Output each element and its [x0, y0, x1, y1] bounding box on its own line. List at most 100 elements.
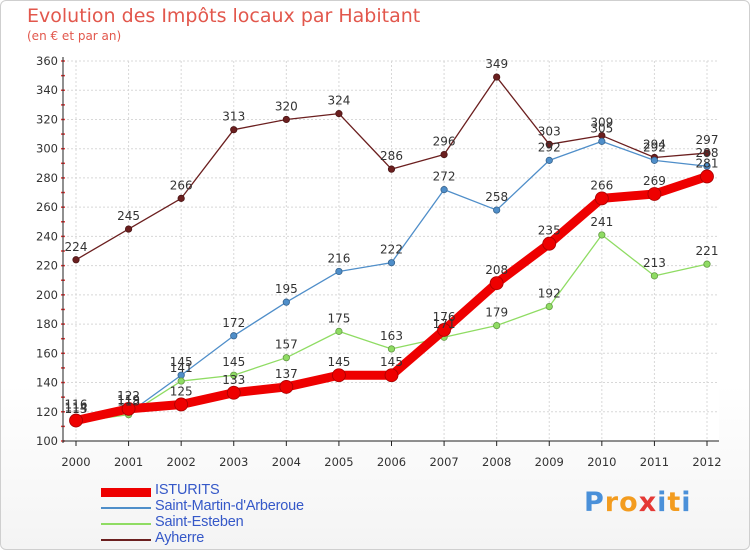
logo-letter: i [657, 487, 668, 518]
chart-title: Evolution des Impôts locaux par Habitant [27, 5, 421, 27]
x-tick-label: 2004 [272, 455, 301, 469]
x-tick-label: 2007 [429, 455, 458, 469]
data-point-isturits [121, 401, 136, 416]
data-point-saint-martin-d-arberoue [387, 259, 396, 267]
legend-label-saint-martin: Saint-Martin-d'Arberoue [155, 498, 304, 514]
data-label-isturits: 133 [222, 373, 245, 387]
data-point-isturits [226, 385, 241, 400]
data-point-isturits [279, 380, 294, 394]
y-tick-label: 160 [36, 346, 58, 360]
data-label-saint-martin-d-arberoue: 195 [275, 282, 298, 296]
data-label-saint-esteben: 141 [170, 361, 193, 375]
data-point-saint-esteben [703, 260, 711, 268]
y-tick-label: 240 [36, 229, 58, 243]
data-label-saint-esteben: 145 [222, 355, 245, 369]
y-tick-label: 340 [36, 83, 58, 97]
data-label-saint-martin-d-arberoue: 292 [643, 140, 666, 154]
data-point-isturits [174, 397, 189, 412]
y-tick-label: 280 [36, 171, 58, 185]
data-label-ayherre: 324 [327, 94, 350, 108]
data-label-saint-martin-d-arberoue: 172 [222, 316, 245, 330]
data-label-saint-esteben: 157 [275, 338, 298, 352]
data-label-isturits: 266 [590, 178, 613, 192]
y-tick-label: 360 [36, 54, 58, 68]
data-point-isturits [647, 187, 662, 201]
data-point-saint-esteben [545, 302, 553, 311]
data-point-saint-esteben [177, 377, 185, 385]
chart-legend: ISTURITS Saint-Martin-d'Arberoue Saint-E… [101, 482, 441, 548]
data-point-saint-martin-d-arberoue [545, 156, 553, 164]
data-label-isturits: 137 [275, 367, 298, 381]
data-label-saint-esteben: 118 [117, 395, 140, 409]
legend-item-isturits: ISTURITS [101, 482, 441, 500]
data-label-saint-martin-d-arberoue: 272 [433, 170, 456, 184]
legend-swatch-saint-martin [101, 507, 151, 509]
data-label-isturits: 114 [65, 401, 88, 415]
logo-letter: r [604, 487, 620, 518]
x-tick-label: 2012 [692, 455, 721, 469]
data-point-saint-esteben [650, 272, 659, 280]
data-label-isturits: 208 [485, 263, 508, 277]
data-label-saint-esteben: 192 [538, 287, 561, 301]
data-label-saint-esteben: 113 [65, 402, 88, 416]
data-point-ayherre [72, 256, 80, 264]
data-label-ayherre: 294 [643, 137, 666, 151]
data-label-saint-esteben: 175 [327, 311, 350, 325]
data-label-ayherre: 296 [433, 135, 456, 149]
data-point-saint-martin-d-arberoue [493, 206, 501, 214]
x-tick-label: 2003 [219, 455, 248, 469]
data-point-isturits [594, 191, 609, 206]
x-tick-label: 2011 [640, 455, 669, 469]
logo-letter: P [584, 487, 605, 518]
data-label-isturits: 145 [327, 355, 350, 369]
data-label-saint-esteben: 179 [485, 306, 508, 320]
legend-label-saint-esteben: Saint-Esteben [155, 514, 244, 530]
data-point-isturits [437, 323, 451, 337]
data-point-saint-martin-d-arberoue [650, 156, 659, 164]
data-label-saint-martin-d-arberoue: 305 [590, 121, 613, 135]
data-point-saint-esteben [493, 321, 501, 330]
data-label-saint-martin-d-arberoue: 116 [65, 398, 88, 412]
x-tick-label: 2009 [535, 455, 564, 469]
data-label-saint-esteben: 221 [696, 244, 719, 258]
data-point-ayherre [387, 165, 396, 173]
data-point-ayherre [493, 73, 501, 81]
data-point-saint-esteben [282, 354, 290, 362]
data-label-isturits: 145 [380, 355, 403, 369]
data-label-saint-esteben: 163 [380, 329, 403, 343]
x-tick-label: 2010 [587, 455, 616, 469]
data-label-ayherre: 303 [538, 124, 561, 138]
data-point-isturits [384, 368, 399, 383]
data-label-saint-martin-d-arberoue: 222 [380, 243, 403, 257]
data-label-ayherre: 320 [275, 99, 298, 113]
data-label-ayherre: 224 [65, 240, 88, 254]
data-label-isturits: 125 [170, 384, 193, 398]
data-point-isturits [69, 413, 83, 428]
data-label-ayherre: 266 [170, 178, 193, 192]
legend-swatch-isturits [101, 488, 151, 497]
data-label-ayherre: 286 [380, 149, 403, 163]
y-tick-label: 180 [36, 317, 58, 331]
data-label-saint-martin-d-arberoue: 145 [170, 355, 193, 369]
data-point-saint-martin-d-arberoue [230, 332, 238, 340]
x-tick-label: 2001 [114, 455, 143, 469]
y-tick-label: 260 [36, 200, 58, 214]
data-point-saint-esteben [335, 327, 343, 335]
logo-letter: x [638, 487, 658, 518]
data-point-saint-martin-d-arberoue [335, 267, 343, 276]
x-tick-label: 2008 [482, 455, 511, 469]
data-label-ayherre: 245 [117, 209, 140, 223]
x-tick-label: 2000 [61, 455, 90, 469]
logo-letter: t [667, 487, 682, 518]
logo-letter: o [619, 487, 639, 518]
data-point-saint-martin-d-arberoue [282, 298, 290, 306]
x-tick-label: 2002 [167, 455, 196, 469]
data-label-ayherre: 349 [485, 57, 508, 71]
data-label-ayherre: 297 [696, 133, 719, 147]
legend-swatch-ayherre [101, 539, 151, 541]
data-label-ayherre: 309 [590, 116, 613, 130]
data-label-saint-martin-d-arberoue: 216 [327, 251, 350, 265]
data-point-ayherre [282, 115, 290, 124]
